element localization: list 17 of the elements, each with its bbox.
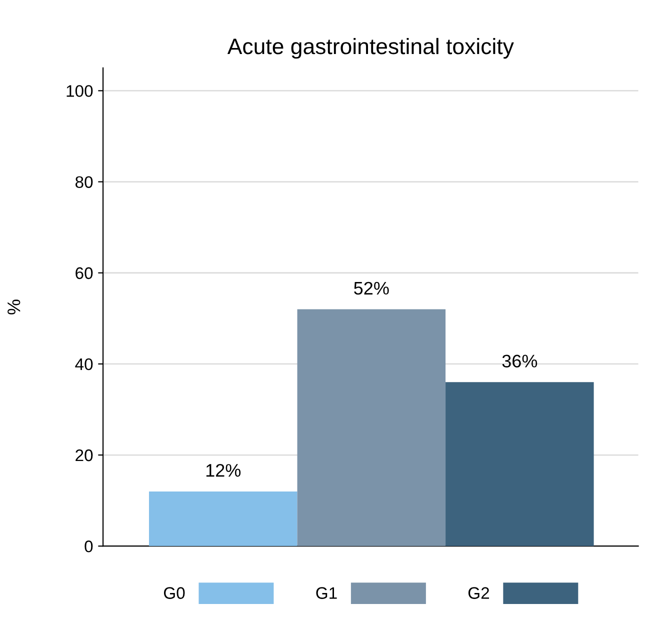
y-tick-label: 0: [84, 540, 93, 552]
y-tick-label: 40: [75, 358, 93, 370]
chart-title: Acute gastrointestinal toxicity: [227, 38, 514, 59]
y-axis-title: %: [8, 300, 20, 314]
bar: [148, 491, 298, 546]
legend-label: G1: [316, 587, 337, 599]
legend-label: G0: [164, 587, 185, 599]
data-label: 52%: [354, 282, 389, 295]
y-tick-label: 20: [76, 449, 93, 462]
bar: [297, 309, 446, 546]
y-tick-label: 60: [76, 267, 93, 280]
y-tick-label: 100: [66, 85, 93, 97]
bar: [446, 382, 594, 546]
data-label: 12%: [206, 464, 241, 477]
legend-label: G2: [468, 587, 489, 599]
y-tick-label: 80: [75, 176, 93, 188]
data-label: 36%: [502, 354, 538, 368]
